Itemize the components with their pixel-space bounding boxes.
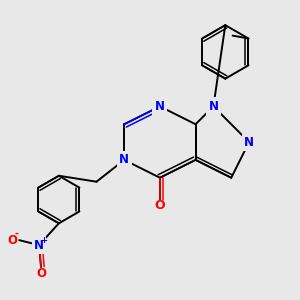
Text: N: N [155,100,165,113]
Text: N: N [119,153,129,167]
Text: -: - [14,229,18,239]
Text: +: + [40,236,47,245]
Text: O: O [7,234,17,247]
Text: N: N [244,136,254,148]
Text: O: O [154,199,165,212]
Text: N: N [34,238,44,252]
Text: O: O [36,267,46,280]
Text: N: N [208,100,218,113]
